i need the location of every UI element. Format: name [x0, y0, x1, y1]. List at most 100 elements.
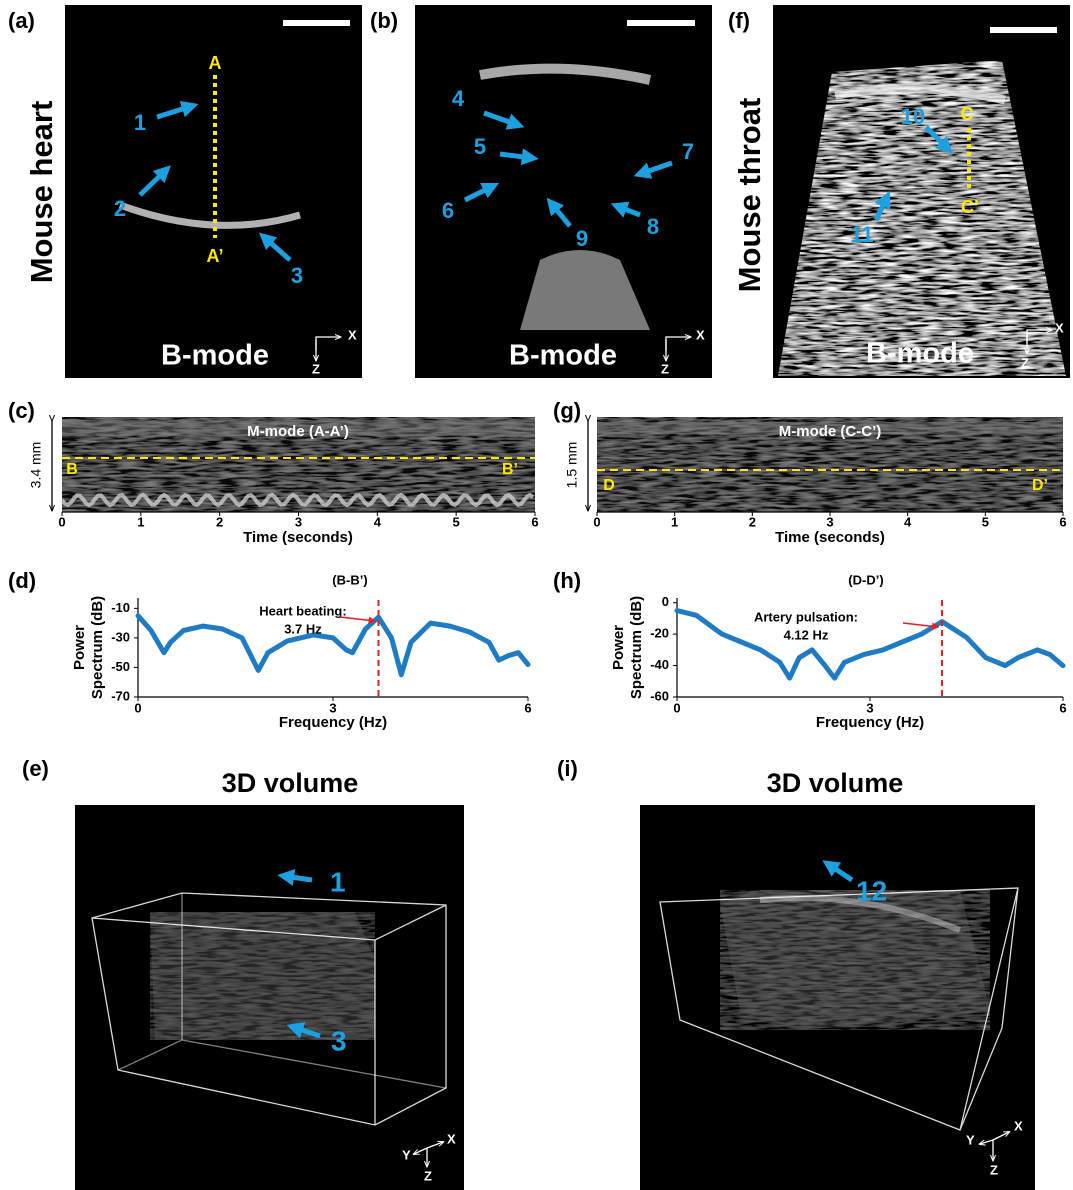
panel-e: (e) 3D volume 1 3 Y X Z — [22, 756, 464, 1190]
arrow-label: 10 — [901, 104, 925, 129]
volume-box — [117, 893, 447, 1089]
annotation: 4.12 Hz — [784, 627, 829, 642]
scale-bar — [283, 20, 350, 26]
line-end: C — [961, 104, 974, 124]
mmode-title: M-mode (C-C’) — [779, 423, 881, 440]
mmode-title: M-mode (A-A’) — [247, 423, 349, 440]
y-axis-title: Power — [610, 625, 627, 670]
volume-box — [659, 887, 1019, 1131]
panel-label: (h) — [553, 568, 581, 593]
annotation-arrow — [339, 616, 376, 625]
wall — [118, 201, 301, 229]
panel-label: (d) — [8, 568, 36, 593]
x-axis-title: Frequency (Hz) — [279, 714, 387, 731]
x-tick-label: 3 — [329, 700, 336, 715]
x-tick-label: 2 — [749, 514, 756, 529]
x-tick-label: 4 — [374, 514, 382, 529]
axis-label: Z — [661, 361, 669, 376]
line-end: B’ — [502, 461, 518, 478]
arrow-label: 2 — [114, 196, 126, 221]
depth-label: 1.5 mm — [564, 442, 580, 489]
axis-label: X — [447, 1131, 456, 1146]
arrow — [499, 148, 539, 166]
axis-label: X — [1014, 1118, 1023, 1133]
arrow — [463, 182, 500, 203]
panel-a: (a) Mouse heart A A’ 1 2 3 B-mode X Z — [8, 5, 362, 378]
y-tick-label: -50 — [111, 659, 130, 674]
volume-slab — [150, 912, 375, 1040]
y-tick-label: -30 — [111, 629, 130, 644]
axis-label: Y — [966, 1132, 975, 1147]
axis-label: X — [696, 327, 705, 342]
arrow — [924, 125, 953, 154]
axis-label: Z — [424, 1168, 432, 1183]
arrow-label: 3 — [291, 263, 303, 288]
bright-region — [520, 250, 650, 330]
arrow-label: 12 — [856, 875, 887, 906]
arrow-label: 4 — [452, 86, 465, 111]
annotation: 3.7 Hz — [284, 621, 322, 636]
line-end: C’ — [961, 197, 979, 217]
x-axis-title: Time (seconds) — [243, 529, 353, 546]
arrow-label: 6 — [442, 198, 454, 223]
x-tick-label: 2 — [216, 514, 223, 529]
annotation: Artery pulsation: — [754, 609, 858, 624]
annotation-arrow — [902, 622, 940, 631]
y-tick-label: -60 — [650, 688, 669, 703]
arrow-label: 9 — [576, 226, 588, 251]
panel-label: (a) — [8, 8, 35, 33]
x-axis-title: Time (seconds) — [775, 529, 885, 546]
panel-c: (c) M-mode (A-A’) B B’ 3.4 mm Time (seco… — [8, 398, 535, 546]
spectrum-line — [674, 608, 1066, 681]
volume-slab — [150, 912, 375, 1040]
tissue — [759, 895, 962, 933]
line-end: D — [603, 477, 615, 494]
axis-label: X — [348, 327, 357, 342]
panel-label: (f) — [728, 8, 750, 33]
x-tick-label: 0 — [673, 700, 680, 715]
arrow — [873, 190, 891, 222]
arrow-label: 11 — [850, 222, 873, 247]
chart-title: (B-B’) — [332, 572, 367, 587]
x-tick-label: 0 — [134, 700, 141, 715]
axis-icon — [992, 1132, 1009, 1141]
line-end: D’ — [1032, 477, 1048, 494]
x-tick-label: 1 — [671, 514, 678, 529]
y-tick-label: 0 — [662, 594, 669, 609]
axis-label: Y — [402, 1147, 411, 1162]
x-axis-title: Frequency (Hz) — [816, 714, 924, 731]
x-tick-label: 6 — [531, 514, 538, 529]
arrow-label: 8 — [647, 214, 659, 239]
volume-slab — [720, 890, 990, 1030]
tissue — [479, 63, 652, 85]
axis-icon — [414, 1147, 428, 1154]
axis-label: Z — [990, 1162, 998, 1177]
tissue — [834, 84, 1007, 105]
x-tick-label: 6 — [1059, 514, 1066, 529]
x-tick-label: 5 — [453, 514, 460, 529]
x-tick-label: 3 — [826, 514, 833, 529]
cavity — [490, 155, 650, 215]
axis-icon — [980, 1139, 994, 1144]
panel-label: (c) — [8, 398, 35, 423]
volume-title: 3D volume — [767, 768, 904, 798]
x-tick-label: 6 — [1059, 700, 1066, 715]
x-tick-label: 5 — [982, 514, 989, 529]
panel-i: (i) 3D volume 12 Y X Z — [557, 756, 1035, 1190]
line-end: A’ — [206, 246, 223, 266]
x-tick-label: 6 — [524, 700, 531, 715]
depth-label: 3.4 mm — [28, 442, 44, 489]
annotation: Heart beating: — [259, 603, 346, 618]
arrow — [633, 160, 673, 179]
side-label: Mouse throat — [732, 98, 767, 293]
axis-label: X — [1055, 320, 1064, 335]
arrow — [286, 1022, 321, 1039]
mode-label: B-mode — [509, 340, 617, 372]
x-tick-label: 1 — [137, 514, 144, 529]
arrow-label: 5 — [474, 134, 486, 159]
axis-icon — [426, 1142, 443, 1149]
volume-slab — [720, 890, 990, 1030]
line-end: A — [209, 53, 222, 73]
y-tick-label: -40 — [650, 657, 669, 672]
